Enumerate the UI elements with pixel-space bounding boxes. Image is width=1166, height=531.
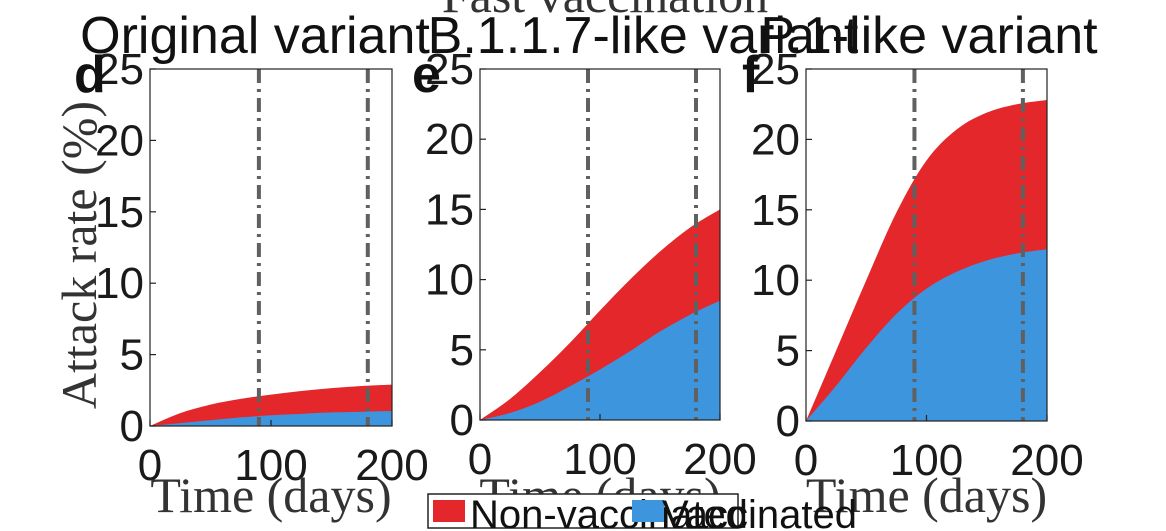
y-tick-label: 5	[120, 331, 144, 380]
x-tick-label: 100	[234, 441, 307, 490]
y-tick-label: 25	[751, 45, 800, 94]
panel-title: B.1.1.7-like variant	[428, 7, 859, 65]
y-tick-label: 10	[751, 256, 800, 305]
y-tick-label: 0	[450, 396, 474, 445]
y-tick-label: 20	[95, 116, 144, 165]
y-tick-label: 5	[776, 327, 800, 376]
legend-swatch-vaccinated	[632, 500, 664, 522]
y-tick-label: 20	[425, 115, 474, 164]
legend-label-vaccinated: Vaccinated	[662, 493, 857, 531]
x-tick-label: 0	[794, 436, 818, 485]
y-tick-label: 10	[95, 259, 144, 308]
area-vaccinated	[806, 249, 1047, 421]
y-tick-label: 0	[120, 402, 144, 451]
x-tick-label: 100	[563, 435, 636, 484]
x-tick-label: 0	[138, 441, 162, 490]
x-tick-label: 200	[683, 435, 756, 484]
panel-title: Original variant	[80, 7, 430, 65]
y-tick-label: 15	[425, 185, 474, 234]
y-tick-label: 15	[751, 186, 800, 235]
y-tick-label: 25	[425, 45, 474, 94]
plot-area	[150, 69, 392, 426]
x-tick-label: 100	[890, 436, 963, 485]
y-tick-label: 25	[95, 45, 144, 94]
y-tick-label: 0	[776, 397, 800, 446]
x-tick-label: 200	[1010, 436, 1083, 485]
x-axis-label: Time (days)	[806, 467, 1047, 523]
legend-swatch-non-vaccinated	[433, 500, 465, 522]
y-tick-label: 10	[425, 256, 474, 305]
legend: Non-vaccinated Vaccinated	[427, 493, 857, 531]
area-vaccinated	[150, 411, 392, 426]
x-tick-label: 0	[468, 435, 492, 484]
panel-title: P.1-like variant	[760, 7, 1098, 65]
y-axis-label: Attack rate (%)	[51, 101, 107, 409]
y-tick-label: 20	[751, 115, 800, 164]
y-tick-label: 15	[95, 188, 144, 237]
y-tick-label: 5	[450, 326, 474, 375]
panel-letter: e	[412, 46, 441, 104]
x-tick-label: 200	[355, 441, 428, 490]
legend-label-non-vaccinated: Non-vaccinated	[470, 493, 748, 531]
area-vaccinated	[480, 300, 720, 420]
figure-suptitle: Fast vaccination	[442, 0, 768, 23]
x-axis-label: Time (days)	[150, 467, 391, 523]
legend-box	[427, 493, 739, 529]
panel-letter: d	[74, 46, 106, 104]
panel-letter: f	[742, 46, 760, 104]
